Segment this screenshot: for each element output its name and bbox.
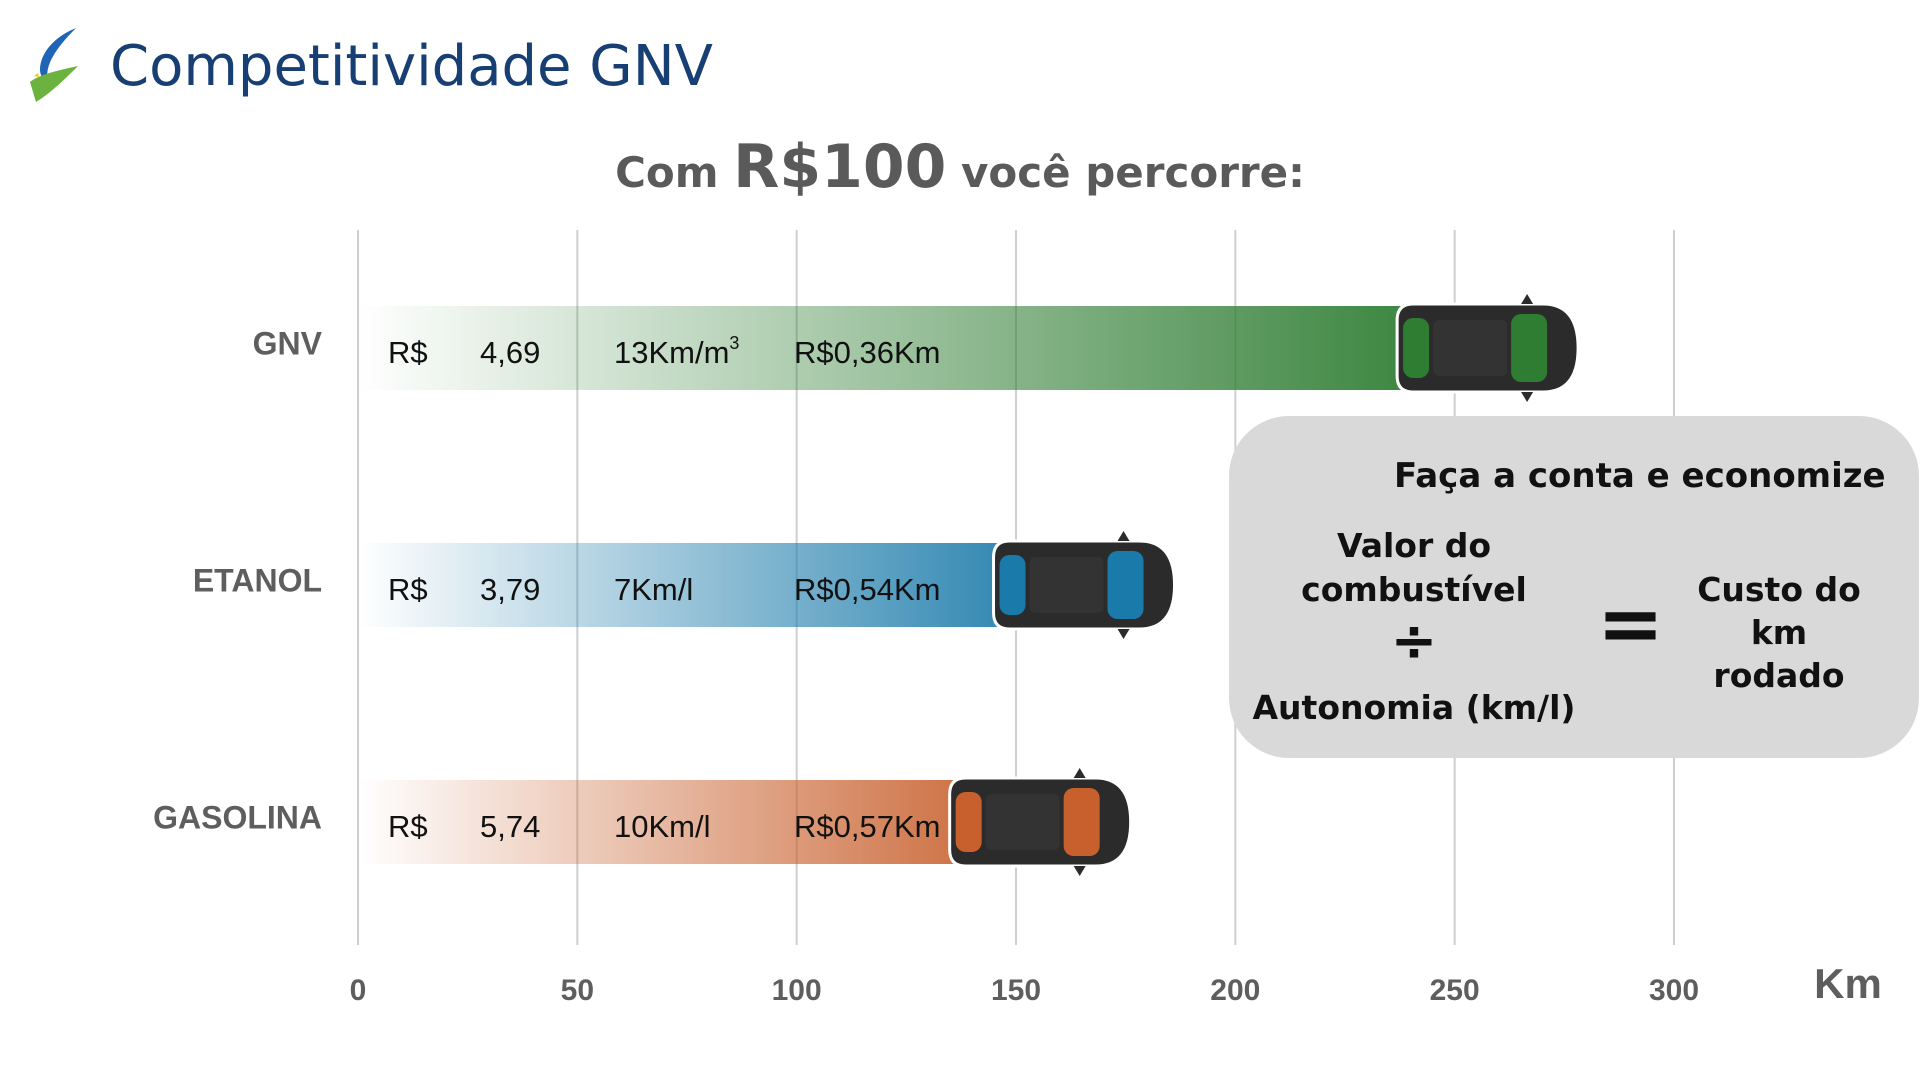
info-denominator: Autonomia (km/l) [1252,688,1576,727]
cost-per-km: R$0,57Km [794,809,940,844]
labels: 0 50 100 150 200 250 300 Km GNV R$ 4,69 13Km/m3 R$0,… [153,325,1882,1007]
subtitle-prefix: Com [615,148,719,197]
efficiency-superscript: 3 [729,333,739,353]
category-label: GNV [253,325,323,361]
car-top-view-icon [992,531,1177,639]
info-numerator-line2: combustível [1301,570,1527,609]
category-label: GASOLINA [153,799,322,835]
x-tick-label: 150 [991,974,1041,1007]
x-tick-label: 200 [1210,974,1260,1007]
fuel-efficiency: 13Km/m3 [614,333,739,370]
currency-label: R$ [388,572,428,607]
category-label: ETANOL [193,562,322,598]
info-result: Custo do km rodado [1669,568,1889,697]
bar-gnv [358,306,1494,390]
calculation-info-box: Faça a conta e economize Valor do combus… [1229,416,1919,758]
info-result-line1: Custo do [1697,570,1861,609]
currency-label: R$ [388,809,428,844]
chart-subtitle: Com R$100 você percorre: [0,132,1920,202]
cost-per-km: R$0,36Km [794,335,940,370]
car-top-view-icon [1395,294,1580,402]
company-logo [30,28,78,102]
x-axis-unit: Km [1814,960,1882,1007]
info-result-line2: km [1750,613,1808,652]
bar-gasolina [358,780,1046,864]
subtitle-amount: R$100 [733,132,947,202]
bars [358,294,1580,876]
cost-per-km: R$0,54Km [794,572,940,607]
x-tick-label: 50 [561,974,594,1007]
currency-label: R$ [388,335,428,370]
info-box-title: Faça a conta e economize [1394,456,1886,496]
equals-symbol: = [1597,577,1665,670]
x-tick-label: 250 [1430,974,1480,1007]
bar-etanol [358,543,1090,627]
fuel-price: 5,74 [480,809,540,844]
info-numerator: Valor do combustível [1229,524,1599,612]
fuel-price: 3,79 [480,572,540,607]
x-tick-label: 300 [1649,974,1699,1007]
info-numerator-line1: Valor do [1336,526,1492,565]
divide-symbol: ÷ [1390,609,1438,674]
x-tick-label: 0 [350,974,367,1007]
fuel-efficiency: 7Km/l [614,572,693,607]
subtitle-suffix: você percorre: [960,148,1305,197]
page-title: Competitividade GNV [110,34,713,99]
fuel-price: 4,69 [480,335,540,370]
x-tick-label: 100 [772,974,822,1007]
info-result-line3: rodado [1713,656,1845,695]
fuel-efficiency: 10Km/l [614,809,710,844]
car-top-view-icon [948,768,1133,876]
